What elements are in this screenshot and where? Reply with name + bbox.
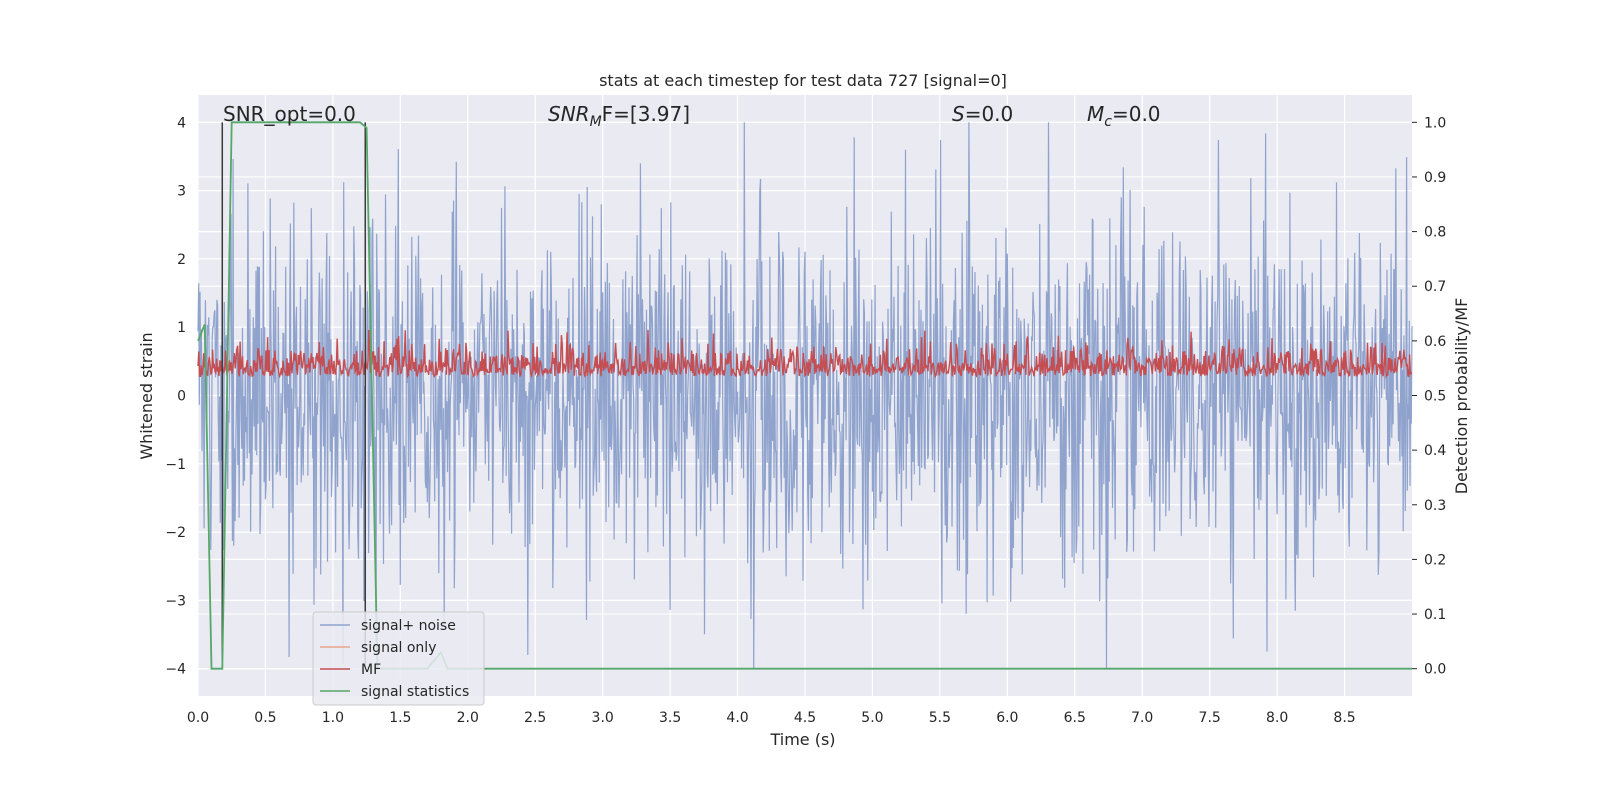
annotation-s-rest: =0.0 — [965, 102, 1014, 126]
y-right-tick-label: 0.9 — [1424, 170, 1446, 186]
y-tick-label: 1 — [177, 320, 186, 336]
x-tick-label: 0.5 — [254, 710, 276, 726]
annotation-mc-rest: =0.0 — [1112, 102, 1161, 126]
y-tick-label: −1 — [165, 457, 186, 473]
vertical-markers — [221, 122, 367, 669]
x-tick-label: 7.0 — [1131, 710, 1153, 726]
annotation-snr-mf-sub: M — [590, 114, 602, 130]
y-right-tick-label: 0.8 — [1424, 225, 1446, 241]
legend-label-mf: MF — [361, 662, 381, 678]
y-tick-label: 2 — [177, 252, 186, 268]
series-signal-noise — [197, 122, 1413, 669]
legend-label-signal-only: signal only — [361, 640, 436, 656]
y-right-axis-label: Detection probability/MF — [1452, 298, 1471, 495]
y-right-tick-labels: 0.0 0.1 0.2 0.3 0.4 0.5 0.6 0.7 0.8 0.9 1.0 — [1412, 115, 1446, 678]
x-tick-label: 3.0 — [592, 710, 614, 726]
annotation-snr-opt: SNR_opt=0.0 — [223, 102, 356, 126]
series-line-signal-noise — [197, 122, 1413, 669]
series-line-mf — [197, 329, 1413, 379]
x-tick-label: 7.5 — [1199, 710, 1221, 726]
x-tick-label: 2.5 — [524, 710, 546, 726]
x-tick-label: 2.0 — [457, 710, 479, 726]
y-right-tick-label: 0.3 — [1424, 498, 1446, 514]
annotation-mc-sub: c — [1104, 114, 1112, 130]
y-tick-label: −2 — [165, 525, 186, 541]
y-tick-label: −3 — [165, 593, 186, 609]
x-tick-label: 5.0 — [861, 710, 883, 726]
y-tick-label: 0 — [177, 389, 186, 405]
y-right-tick-label: 0.1 — [1424, 607, 1446, 623]
y-tick-label: 4 — [177, 115, 186, 131]
y-right-tick-label: 0.6 — [1424, 334, 1446, 350]
y-right-tick-label: 0.4 — [1424, 443, 1446, 459]
annotation-mc-base: M — [1087, 102, 1104, 126]
y-right-tick-label: 0.0 — [1424, 662, 1446, 678]
legend-label-signal-statistics: signal statistics — [361, 684, 469, 700]
grid — [197, 95, 1412, 696]
x-tick-label: 1.5 — [389, 710, 411, 726]
legend-box — [312, 611, 485, 706]
y-tick-label: −4 — [165, 662, 186, 678]
chart-title: stats at each timestep for test data 727… — [599, 71, 1007, 90]
x-tick-labels: 0.0 0.5 1.0 1.5 2.0 2.5 3.0 3.5 4.0 4.5 5.0 5.5 6.0 6… — [187, 710, 1356, 726]
annotation-snr-mf-base: SNR — [548, 102, 590, 126]
y-right-tick-label: 1.0 — [1424, 115, 1446, 131]
x-tick-label: 6.0 — [996, 710, 1018, 726]
x-tick-label: 1.0 — [322, 710, 344, 726]
x-tick-label: 8.5 — [1333, 710, 1355, 726]
x-axis-label: Time (s) — [769, 730, 835, 749]
x-tick-label: 8.0 — [1266, 710, 1288, 726]
y-right-tick-label: 0.7 — [1424, 279, 1446, 295]
annotation-s-base: S — [952, 102, 965, 126]
y-tick-label: 3 — [177, 184, 186, 200]
legend-label-signal-noise: signal+ noise — [361, 618, 456, 634]
x-tick-label: 5.5 — [929, 710, 951, 726]
y-right-tick-label: 0.2 — [1424, 552, 1446, 568]
legend: signal+ noise signal only MF signal stat… — [312, 611, 485, 706]
y-right-tick-label: 0.5 — [1424, 389, 1446, 405]
x-tick-label: 6.5 — [1064, 710, 1086, 726]
x-tick-label: 3.5 — [659, 710, 681, 726]
annotation-snr-mf: SNRMF=[3.97] — [548, 102, 690, 130]
x-tick-label: 4.0 — [726, 710, 748, 726]
annotation-mc: Mc=0.0 — [1087, 102, 1161, 130]
annotation-s: S=0.0 — [952, 102, 1013, 126]
x-tick-label: 4.5 — [794, 710, 816, 726]
annotation-snr-mf-rest: F=[3.97] — [602, 102, 690, 126]
y-tick-labels: −4 −3 −2 −1 0 1 2 3 4 — [165, 115, 186, 677]
y-axis-label: Whitened strain — [137, 332, 156, 459]
series-mf — [197, 329, 1413, 379]
x-tick-label: 0.0 — [187, 710, 209, 726]
